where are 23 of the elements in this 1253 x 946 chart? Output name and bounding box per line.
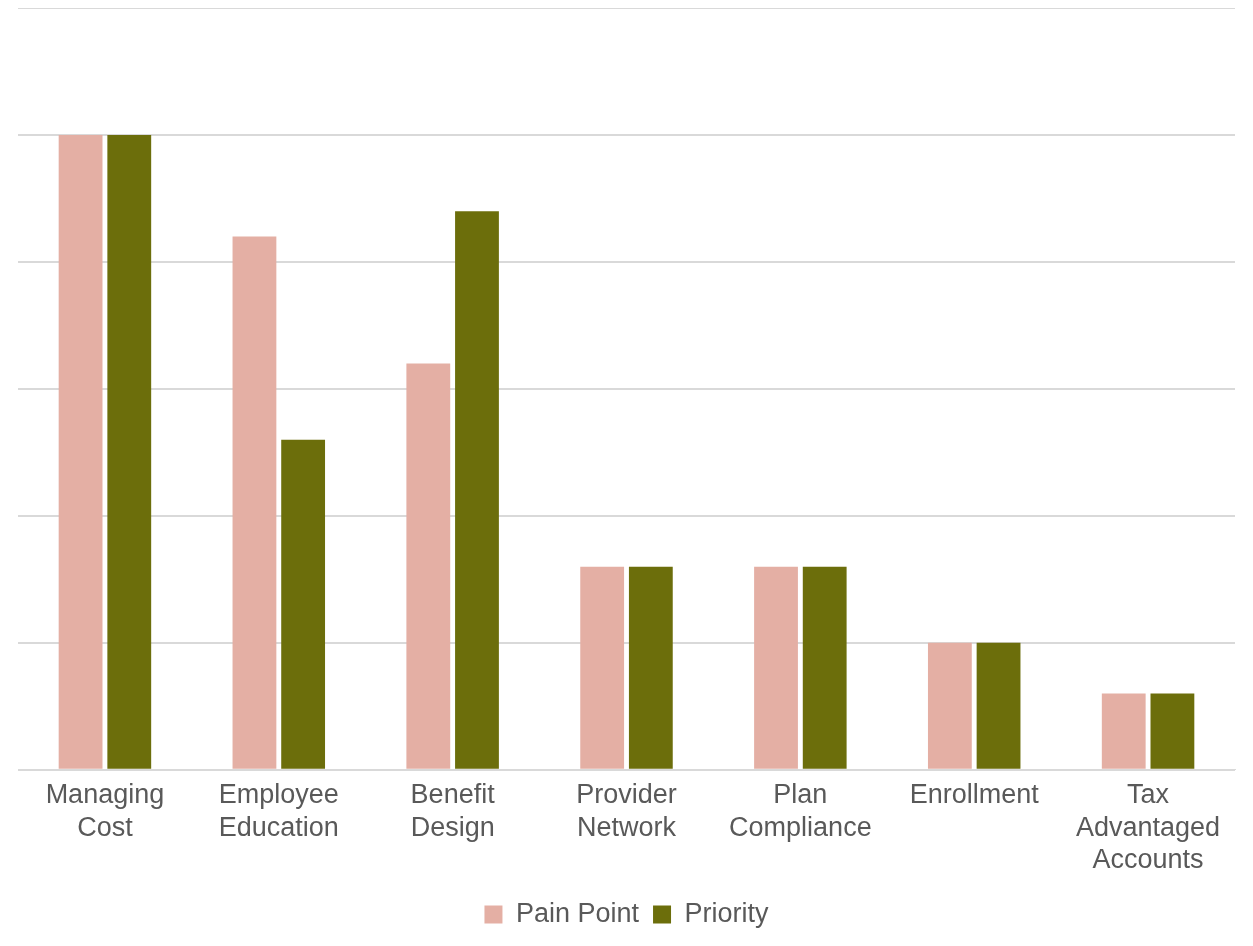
x-tick-label: Plan Compliance <box>729 779 872 842</box>
bar <box>455 211 499 769</box>
x-tick-label: Provider Network <box>576 779 677 842</box>
bar <box>1150 693 1195 769</box>
x-tick-label: Employee Education <box>218 779 339 842</box>
bar <box>976 642 1021 769</box>
x-tick-label: Enrollment <box>909 779 1040 810</box>
bar <box>406 363 451 769</box>
bar <box>107 134 152 769</box>
bar <box>281 439 326 769</box>
x-tick-label: Managing Cost <box>45 779 165 842</box>
bar <box>1101 693 1146 769</box>
bar <box>580 566 625 769</box>
bar <box>232 236 277 769</box>
bar <box>927 642 972 769</box>
legend-label: Priority <box>684 897 770 928</box>
bar <box>58 134 103 769</box>
bar <box>802 566 847 769</box>
bar <box>628 566 673 769</box>
x-tick-label: Benefit Design <box>410 779 496 842</box>
legend-label: Pain Point <box>515 897 640 928</box>
bar <box>754 566 798 769</box>
x-tick-label: Tax Advantaged Accounts <box>1076 779 1221 875</box>
